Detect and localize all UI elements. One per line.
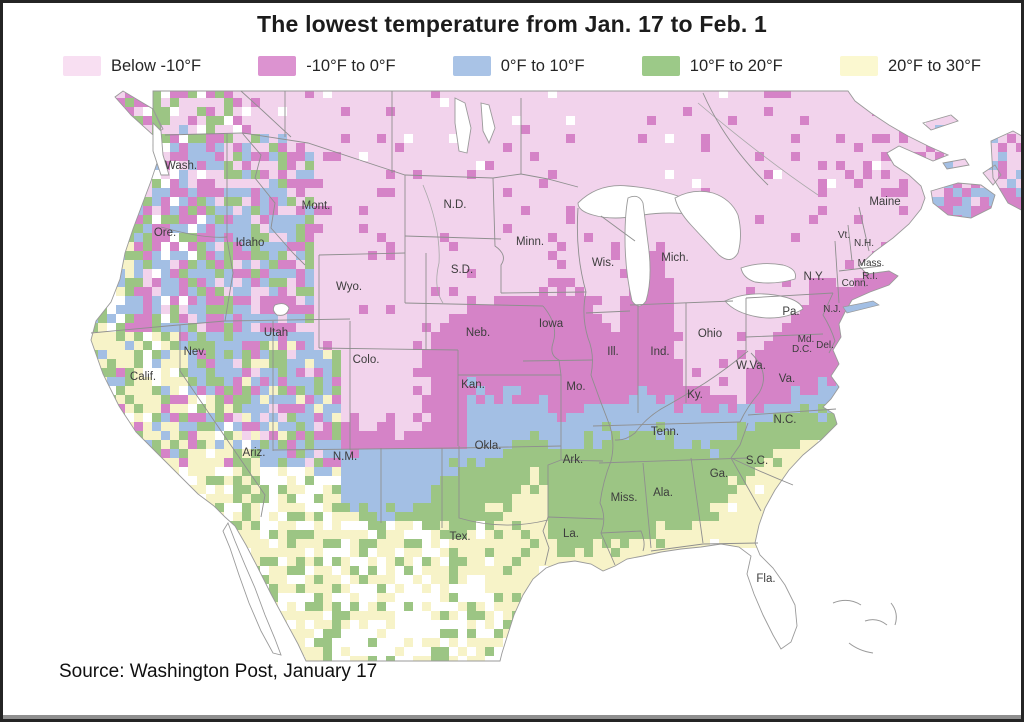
state-label-sd: S.D. [451,264,473,276]
legend-swatch-20-30 [839,56,878,76]
state-label-nj: N.J. [823,304,841,315]
legend-item-10-20: 10°F to 20°F [641,56,783,76]
state-label-nm: N.M. [333,451,357,463]
bahamas-outlines [832,599,897,654]
state-label-colo: Colo. [353,354,380,366]
state-label-utah: Utah [264,327,288,339]
state-labels: Wash. Ore. Calif. Nev. Idaho Mont. Wyo. Utah Col… [130,160,901,585]
state-label-fla: Fla. [756,573,775,585]
legend-label: 10°F to 20°F [689,56,783,75]
state-label-wva: W.Va. [736,360,766,372]
state-label-nh: N.H. [854,238,874,249]
state-label-minn: Minn. [516,236,544,248]
state-label-ga: Ga. [710,468,729,480]
state-label-tenn: Tenn. [651,426,679,438]
legend-swatch-10-20 [641,56,680,76]
state-label-dc: D.C. [792,344,812,355]
state-label-va: Va. [779,373,795,385]
legend-swatch-minus10-0 [258,56,297,76]
state-label-ark: Ark. [563,454,583,466]
state-label-ohio: Ohio [698,328,722,340]
long-island [842,300,880,314]
temperature-grid [91,91,1021,661]
great-lakes [152,97,804,319]
state-label-okla: Okla. [475,440,502,452]
state-label-wash: Wash. [165,160,197,172]
state-label-del: Del. [816,340,834,351]
state-label-calif: Calif. [130,371,156,383]
state-label-la: La. [563,528,579,540]
state-label-wyo: Wyo. [336,281,362,293]
state-label-tex: Tex. [449,531,470,543]
legend-swatch-below-minus10 [63,56,101,76]
state-label-nc: N.C. [774,414,797,426]
state-label-ala: Ala. [653,487,673,499]
state-label-idaho: Idaho [236,237,265,249]
state-label-kan: Kan. [461,379,485,391]
state-label-ny: N.Y. [804,271,825,283]
state-label-nd: N.D. [444,199,467,211]
legend-item-0-10: 0°F to 10°F [452,56,585,76]
state-label-mich: Mich. [661,252,688,264]
rivers [422,102,819,304]
state-label-ore: Ore. [154,227,176,239]
temperature-map: Wash. Ore. Calif. Nev. Idaho Mont. Wyo. Utah Col… [3,87,1021,663]
state-label-mass: Mass. [858,258,885,269]
state-label-mont: Mont. [302,200,331,212]
state-borders [90,90,882,566]
state-label-neb: Neb. [466,327,490,339]
state-label-ky: Ky. [687,389,703,401]
legend-label: 0°F to 10°F [500,56,585,75]
state-label-wis: Wis. [592,257,614,269]
legend-label: -10°F to 0°F [306,56,396,75]
state-label-ariz: Ariz. [243,447,266,459]
state-label-mo: Mo. [566,381,585,393]
legend-item-20-30: 20°F to 30°F [839,56,981,76]
state-label-sc: S.C. [746,455,768,467]
legend-item-below-minus10: Below -10°F [63,56,201,76]
state-label-conn: Conn. [842,278,869,289]
baja-california [222,522,282,656]
state-label-ill: Ill. [607,346,619,358]
state-label-maine: Maine [869,196,900,208]
state-label-nev: Nev. [184,346,207,358]
state-label-iowa: Iowa [539,318,564,330]
state-label-ri: R.I. [862,271,878,282]
legend-item-minus10-0: -10°F to 0°F [258,56,396,76]
source-credit: Source: Washington Post, January 17 [59,661,378,682]
coastlines [90,90,1021,662]
state-label-vt: Vt. [838,230,850,241]
map-svg: Wash. Ore. Calif. Nev. Idaho Mont. Wyo. Utah Col… [90,90,1021,662]
state-label-md: Md. [798,334,815,345]
legend-swatch-0-10 [452,56,491,76]
legend-label: 20°F to 30°F [887,56,981,75]
legend-label: Below -10°F [111,56,202,75]
frame-bottom-strip [3,715,1021,719]
state-label-miss: Miss. [611,492,638,504]
legend: Below -10°F -10°F to 0°F 0°F to 10°F 10°… [63,53,981,79]
page-title: The lowest temperature from Jan. 17 to F… [256,11,767,37]
state-label-pa: Pa. [782,306,799,318]
state-label-ind: Ind. [650,346,669,358]
